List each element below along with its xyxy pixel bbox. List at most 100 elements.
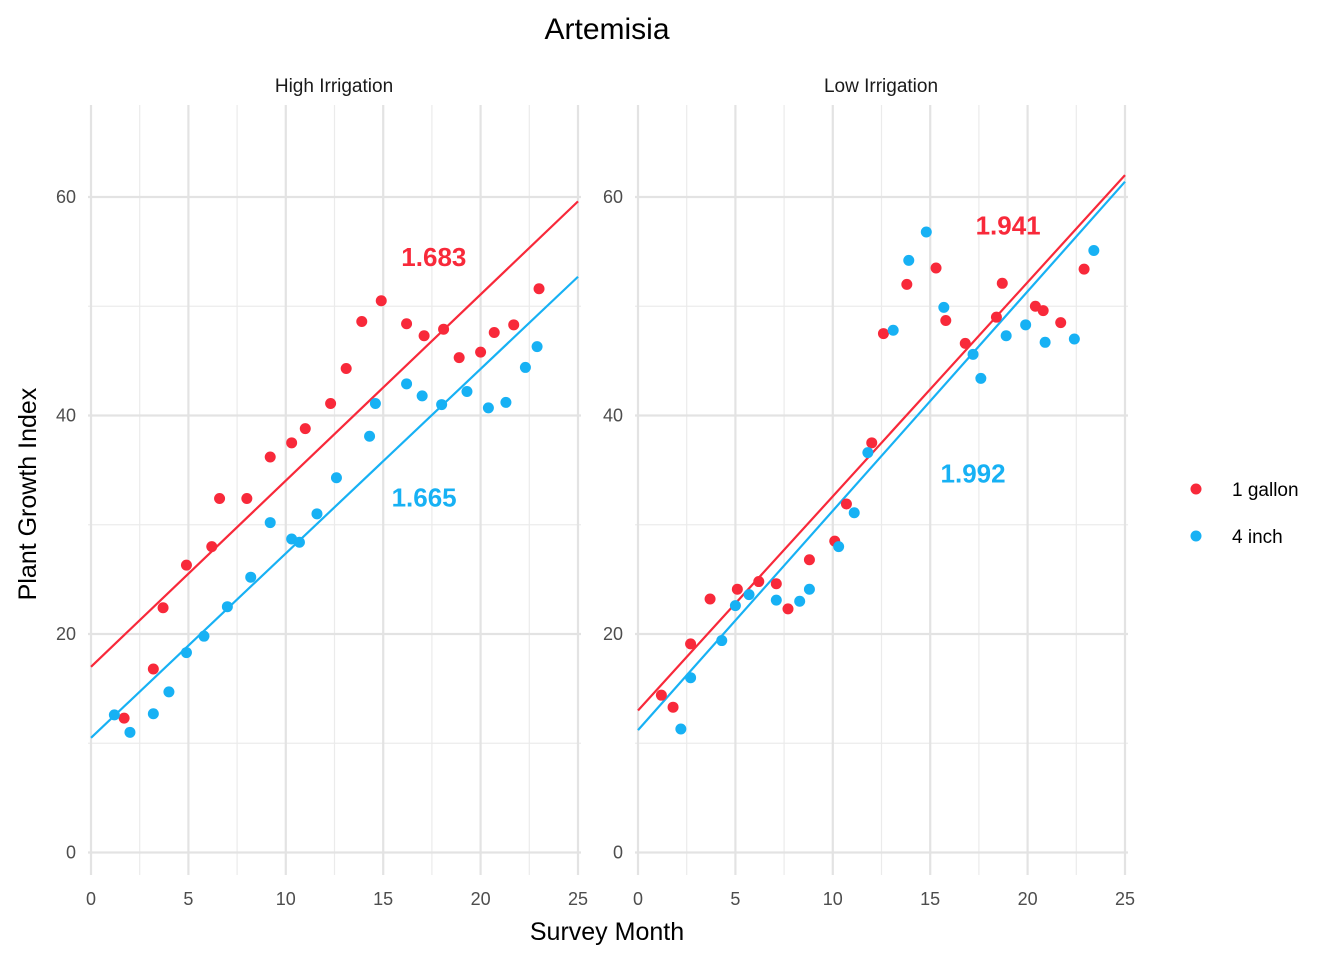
data-point-1-gallon: [803, 554, 815, 566]
data-point-1-gallon: [1078, 263, 1090, 275]
x-tick-label: 15: [373, 889, 393, 909]
data-point-1-gallon: [264, 451, 276, 463]
data-point-1-gallon: [118, 712, 130, 724]
trend-line-4-inch: [90, 275, 579, 739]
data-point-1-gallon: [901, 278, 913, 290]
y-tick-label: 0: [66, 843, 76, 863]
data-point-1-gallon: [147, 663, 159, 675]
data-point-4-inch: [401, 378, 413, 390]
y-axis-title: Plant Growth Index: [14, 387, 42, 600]
data-point-4-inch: [1000, 330, 1012, 342]
data-point-1-gallon: [685, 638, 697, 650]
data-point-1-gallon: [401, 318, 413, 330]
x-tick-label: 5: [183, 889, 193, 909]
data-point-4-inch: [436, 399, 448, 411]
data-point-4-inch: [264, 517, 276, 529]
x-tick-label: 20: [1018, 889, 1038, 909]
strip-label-high-irrigation: High Irrigation: [275, 76, 393, 97]
data-point-4-inch: [770, 594, 782, 606]
data-point-1-gallon: [157, 602, 169, 614]
data-point-1-gallon: [418, 330, 430, 342]
x-tick-label: 0: [86, 889, 96, 909]
data-point-1-gallon: [753, 576, 765, 588]
data-point-1-gallon: [488, 326, 500, 338]
slope-annotation-1-gallon: 1.941: [976, 210, 1041, 240]
data-point-4-inch: [716, 635, 728, 647]
data-point-1-gallon: [299, 423, 311, 435]
data-point-1-gallon: [180, 559, 192, 571]
data-point-1-gallon: [475, 346, 487, 358]
data-point-1-gallon: [866, 437, 878, 449]
data-point-1-gallon: [508, 319, 520, 331]
data-point-1-gallon: [840, 498, 852, 510]
data-point-4-inch: [794, 595, 806, 607]
x-tick-label: 0: [633, 889, 643, 909]
slope-annotation-4-inch: 1.665: [392, 482, 457, 512]
data-point-4-inch: [833, 541, 845, 553]
data-point-4-inch: [967, 348, 979, 360]
data-point-4-inch: [1088, 245, 1100, 257]
legend-label-1-gallon: 1 gallon: [1232, 480, 1299, 501]
data-point-4-inch: [887, 324, 899, 336]
data-point-4-inch: [124, 726, 136, 738]
data-point-4-inch: [108, 709, 120, 721]
data-point-4-inch: [1039, 336, 1051, 348]
x-tick-label: 5: [730, 889, 740, 909]
panel-high-irrigation: 0 5 10 15 20 25 0 20 40 60 1.683 1.665: [56, 105, 588, 909]
chart-title: Artemisia: [544, 13, 669, 46]
data-point-4-inch: [147, 708, 159, 720]
data-point-4-inch: [330, 472, 342, 484]
data-point-1-gallon: [286, 437, 298, 449]
data-point-4-inch: [803, 583, 815, 595]
data-point-4-inch: [729, 600, 741, 612]
data-point-1-gallon: [375, 295, 387, 307]
data-point-1-gallon: [340, 363, 352, 375]
data-point-1-gallon: [877, 328, 889, 340]
x-tick-label: 10: [823, 889, 843, 909]
x-axis-title: Survey Month: [530, 918, 684, 946]
x-tick-label: 10: [276, 889, 296, 909]
data-point-1-gallon: [438, 323, 450, 335]
data-point-4-inch: [293, 536, 305, 548]
data-point-1-gallon: [325, 397, 337, 409]
data-point-4-inch: [862, 447, 874, 459]
data-point-1-gallon: [533, 283, 545, 295]
data-point-4-inch: [482, 402, 494, 414]
data-point-4-inch: [163, 686, 175, 698]
y-tick-label: 40: [56, 406, 76, 426]
data-point-1-gallon: [770, 578, 782, 590]
data-point-1-gallon: [453, 352, 465, 364]
data-point-4-inch: [531, 341, 543, 353]
strip-label-low-irrigation: Low Irrigation: [824, 76, 938, 97]
data-point-4-inch: [364, 430, 376, 442]
data-point-4-inch: [1068, 333, 1080, 345]
data-point-4-inch: [245, 571, 257, 583]
trend-line-1-gallon: [90, 200, 579, 668]
data-point-1-gallon: [996, 277, 1008, 289]
legend-label-4-inch: 4 inch: [1232, 527, 1283, 548]
y-tick-label: 60: [603, 187, 623, 207]
y-tick-label: 0: [613, 843, 623, 863]
y-tick-label: 20: [603, 624, 623, 644]
x-tick-label: 20: [471, 889, 491, 909]
data-point-1-gallon: [1055, 317, 1067, 329]
data-point-1-gallon: [241, 493, 253, 505]
x-tick-label: 15: [920, 889, 940, 909]
data-point-4-inch: [180, 647, 192, 659]
trend-line-1-gallon: [637, 174, 1126, 712]
legend-key-1-gallon: [1190, 483, 1202, 495]
data-point-4-inch: [938, 301, 950, 313]
data-point-1-gallon: [1037, 305, 1049, 317]
x-tick-label: 25: [568, 889, 588, 909]
data-point-1-gallon: [667, 701, 679, 713]
data-point-1-gallon: [940, 314, 952, 326]
data-point-4-inch: [975, 372, 987, 384]
data-point-1-gallon: [655, 689, 667, 701]
data-point-4-inch: [500, 396, 512, 408]
data-point-1-gallon: [782, 603, 794, 615]
x-tick-label: 25: [1115, 889, 1135, 909]
data-point-1-gallon: [990, 311, 1002, 323]
data-point-4-inch: [519, 361, 531, 373]
data-point-4-inch: [1020, 319, 1032, 331]
